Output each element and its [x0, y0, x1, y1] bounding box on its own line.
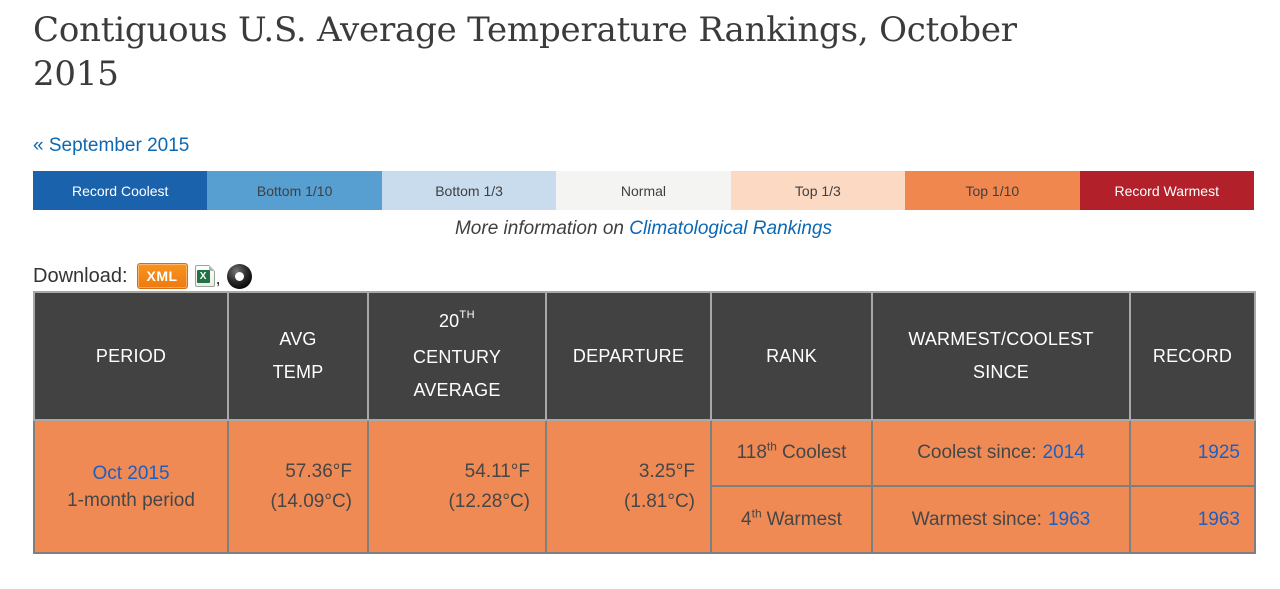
table-header-row: PERIOD AVG TEMP 20TH CENTURY AVERAGE DEP… [33, 291, 1256, 421]
excel-x-glyph: X [196, 270, 210, 283]
record-coolest-year-link[interactable]: 1925 [1197, 442, 1240, 463]
scale-segment-bottom-third: Bottom 1/3 [381, 171, 557, 210]
period-link[interactable]: Oct 2015 [92, 462, 170, 484]
warmest-since-year-link[interactable]: 1963 [1047, 508, 1091, 530]
century-number: 20 [438, 311, 460, 331]
header-period: PERIOD [33, 291, 229, 421]
xml-download-icon[interactable]: XML [136, 263, 188, 289]
header-since-line1: WARMEST/COOLEST [908, 329, 1094, 349]
scale-segment-normal: Normal [556, 171, 731, 210]
header-century-line1: 20TH [369, 305, 545, 341]
departure-f: 3.25°F [638, 460, 695, 482]
rankings-table: PERIOD AVG TEMP 20TH CENTURY AVERAGE DEP… [33, 291, 1256, 554]
scale-segment-top-third: Top 1/3 [730, 171, 906, 210]
record-warmest-cell: 1963 [1129, 485, 1256, 554]
climatological-rankings-link[interactable]: Climatological Rankings [629, 218, 832, 239]
prev-month-nav: « September 2015 [33, 134, 1280, 157]
rank-ordinal-sup: th [751, 506, 762, 521]
rank-number: 4 [741, 508, 752, 530]
download-separator: , [215, 268, 221, 288]
since-label: Coolest since: [917, 442, 1037, 463]
download-label: Download: [33, 264, 128, 287]
warmest-since-cell: Warmest since: 1963 [871, 485, 1131, 554]
header-record: RECORD [1129, 291, 1256, 421]
page: Contiguous U.S. Average Temperature Rank… [0, 8, 1280, 589]
century-average-f: 54.11°F [464, 460, 530, 482]
since-label: Warmest since: [911, 508, 1042, 530]
header-since-line2: SINCE [972, 362, 1029, 382]
header-avg-temp-line2: TEMP [272, 362, 324, 382]
header-avg-temp-line1: AVG [279, 329, 317, 349]
century-average-cell: 54.11°F (12.28°C) [367, 419, 547, 554]
header-warmest-coolest-since: WARMEST/COOLEST SINCE [871, 291, 1131, 421]
rank-number: 118 [736, 442, 767, 463]
coolest-since-year-link[interactable]: 2014 [1042, 442, 1085, 463]
avg-temp-c: (14.09°C) [270, 490, 352, 512]
ring-hole [234, 271, 244, 281]
avg-temp-f: 57.36°F [285, 460, 352, 482]
departure-cell: 3.25°F (1.81°C) [545, 419, 712, 554]
rank-ordinal-sup: th [766, 439, 777, 454]
page-title: Contiguous U.S. Average Temperature Rank… [33, 8, 1280, 96]
period-cell: Oct 2015 1-month period [33, 419, 229, 554]
scale-segment-record-coolest: Record Coolest [33, 171, 208, 210]
page-title-line2: 2015 [33, 54, 119, 94]
more-info-line: More information on Climatological Ranki… [33, 217, 1254, 240]
prev-month-link[interactable]: « September 2015 [33, 135, 190, 156]
header-avg-temp: AVG TEMP [227, 291, 369, 421]
scale-segment-record-warmest: Record Warmest [1079, 171, 1254, 210]
coolest-since-cell: Coolest since: 2014 [871, 419, 1131, 487]
record-warmest-year-link[interactable]: 1963 [1197, 508, 1240, 530]
rank-label: Coolest [781, 442, 847, 463]
table-row: Oct 2015 1-month period 57.36°F (14.09°C… [33, 419, 1256, 554]
century-average-c: (12.28°C) [448, 490, 530, 512]
header-20th-century-average: 20TH CENTURY AVERAGE [367, 291, 547, 421]
excel-download-icon[interactable]: X [194, 265, 215, 287]
more-info-text: More information on [454, 218, 624, 239]
data-ring-download-icon[interactable] [226, 263, 252, 289]
header-century-line3: AVERAGE [413, 380, 501, 400]
header-rank: RANK [710, 291, 873, 421]
download-bar: Download: XML X , [33, 261, 1280, 291]
century-ordinal-sup: TH [459, 309, 476, 321]
page-title-line1: Contiguous U.S. Average Temperature Rank… [33, 10, 1017, 50]
rank-coolest-cell: 118th Coolest [710, 419, 873, 487]
record-coolest-cell: 1925 [1129, 419, 1256, 487]
rank-label: Warmest [766, 508, 842, 530]
ranking-color-scale: Record Coolest Bottom 1/10 Bottom 1/3 No… [33, 171, 1254, 210]
rank-warmest-cell: 4th Warmest [710, 485, 873, 554]
period-sublabel: 1-month period [67, 489, 195, 511]
page-fold-icon [208, 265, 215, 271]
scale-segment-top-tenth: Top 1/10 [905, 171, 1080, 210]
header-century-line2: CENTURY [412, 347, 502, 367]
header-departure: DEPARTURE [545, 291, 712, 421]
departure-c: (1.81°C) [624, 490, 695, 512]
avg-temp-cell: 57.36°F (14.09°C) [227, 419, 369, 554]
table-row: 4th Warmest Warmest since: 1963 1963 [34, 485, 1256, 554]
scale-segment-bottom-tenth: Bottom 1/10 [207, 171, 382, 210]
